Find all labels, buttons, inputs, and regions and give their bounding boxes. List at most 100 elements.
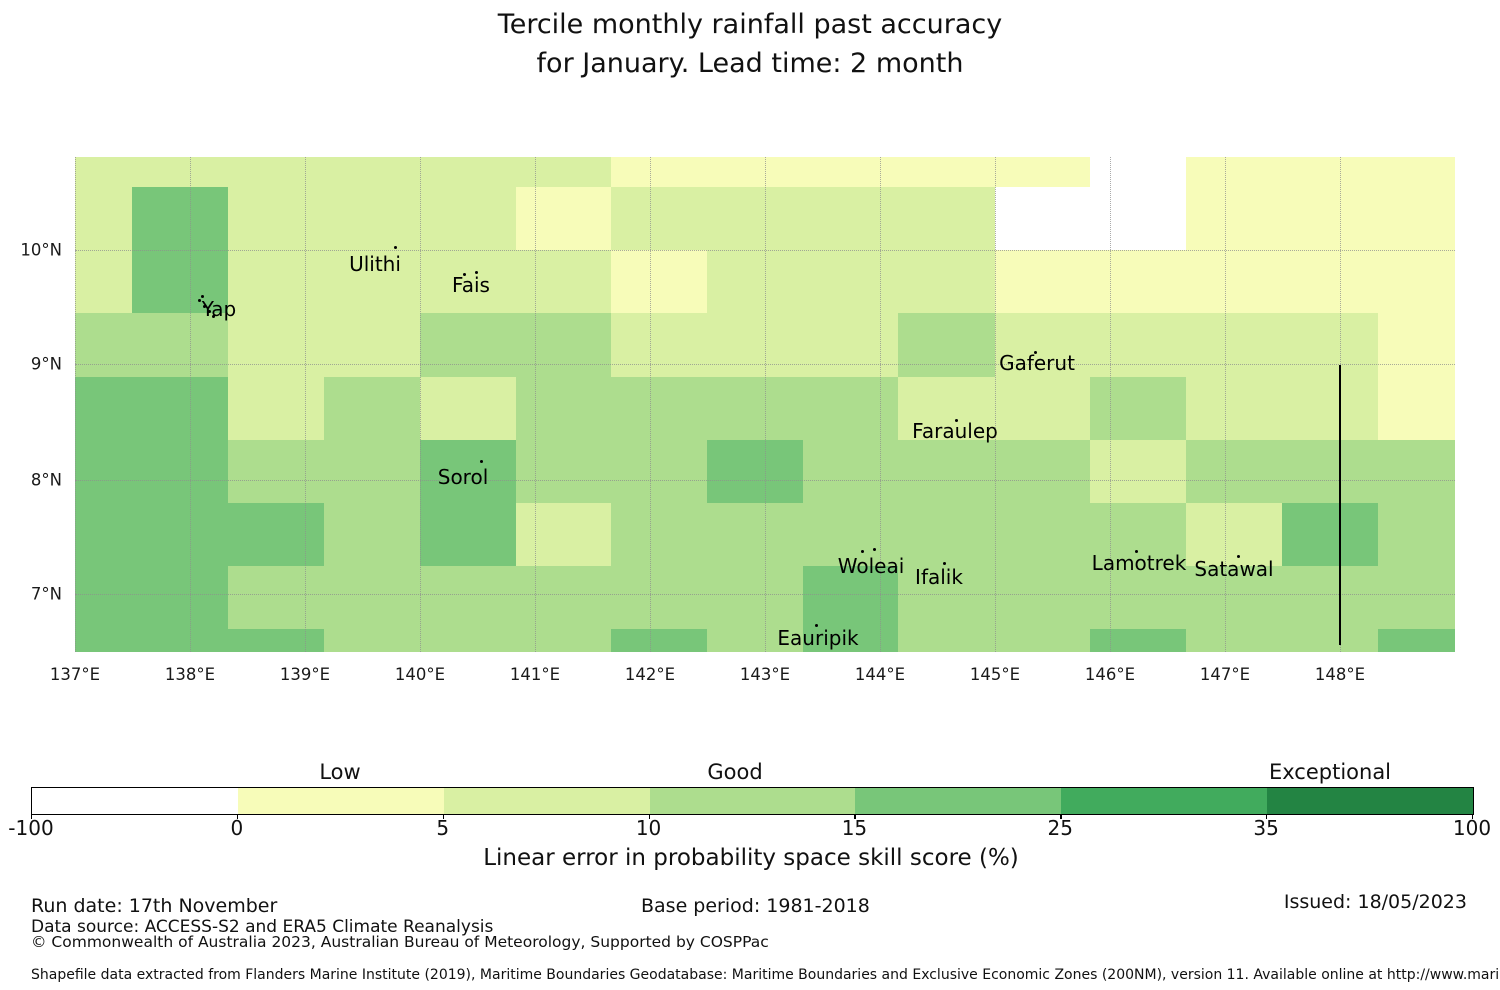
grid-cell	[324, 250, 420, 313]
grid-cell	[228, 440, 324, 503]
colorbar-tick-mark	[442, 814, 444, 819]
lon-gridline	[995, 157, 996, 652]
grid-cell	[707, 313, 803, 377]
island-label: Lamotrek	[1091, 551, 1187, 575]
grid-cell	[611, 503, 707, 566]
island-label: Ifalik	[915, 565, 963, 589]
x-axis-tick-label: 145°E	[969, 665, 1021, 684]
grid-cell	[611, 566, 707, 629]
colorbar-tick-label: 0	[230, 816, 244, 840]
x-axis-tick-label: 147°E	[1199, 665, 1251, 684]
island-label: Faraulep	[912, 419, 998, 443]
shapefile-credit-text: Shapefile data extracted from Flanders M…	[31, 967, 1500, 983]
grid-cell	[803, 157, 898, 187]
colorbar-segment	[443, 788, 650, 814]
grid-cell	[898, 313, 995, 377]
grid-cell	[611, 313, 707, 377]
grid-cell	[1186, 629, 1282, 652]
colorbar-tick-mark	[1060, 814, 1062, 819]
grid-cell	[611, 629, 707, 652]
island-dot-icon	[463, 273, 466, 276]
island-dot-icon	[394, 246, 397, 249]
grid-cell	[707, 440, 803, 503]
lon-gridline	[880, 157, 881, 652]
grid-cell	[1186, 566, 1282, 629]
colorbar-tick-mark	[31, 814, 33, 819]
island-label: Sorol	[437, 465, 489, 489]
grid-cell	[228, 250, 324, 313]
island-dot-icon	[861, 550, 864, 553]
grid-cell	[707, 377, 803, 440]
x-axis-tick-label: 142°E	[624, 665, 676, 684]
colorbar-segment	[1267, 788, 1473, 814]
grid-cell	[707, 157, 803, 187]
grid-cell	[228, 187, 324, 250]
issued-text: Issued: 18/05/2023	[1283, 891, 1467, 913]
lon-gridline	[1110, 157, 1111, 652]
grid-cell	[803, 503, 898, 566]
grid-cell	[1378, 313, 1455, 377]
grid-cell	[1090, 503, 1186, 566]
grid-cell	[707, 629, 803, 652]
grid-cell	[803, 187, 898, 250]
x-axis-tick-label: 138°E	[164, 665, 216, 684]
grid-cell	[516, 566, 611, 629]
grid-cell	[516, 157, 611, 187]
grid-cell	[1378, 377, 1455, 440]
grid-cell	[324, 313, 420, 377]
colorbar-tick-label: 25	[1047, 816, 1074, 840]
grid-cell	[1282, 440, 1378, 503]
colorbar-tick-mark	[236, 814, 239, 819]
grid-cell	[898, 440, 995, 503]
grid-cell	[1282, 250, 1378, 313]
island-dot-icon	[943, 562, 946, 565]
colorbar-segment	[1061, 788, 1268, 814]
island-dot-icon	[1135, 550, 1138, 553]
eez-boundary-line	[1339, 365, 1341, 645]
colorbar-tick-label: -100	[8, 816, 54, 840]
x-axis-tick-label: 137°E	[49, 665, 101, 684]
grid-cell	[1378, 566, 1455, 629]
grid-cell	[75, 187, 132, 250]
grid-cell	[898, 187, 995, 250]
grid-cell	[1378, 157, 1455, 187]
island-label: Eauripik	[777, 626, 859, 650]
grid-cell	[420, 629, 516, 652]
title-line-1: Tercile monthly rainfall past accuracy	[497, 9, 1003, 40]
grid-cell	[898, 503, 995, 566]
grid-cell	[1090, 440, 1186, 503]
x-axis-tick-label: 139°E	[279, 665, 331, 684]
grid-cell	[75, 503, 132, 566]
colorbar-tick-label: 35	[1253, 816, 1279, 840]
island-label: Ulithi	[349, 252, 401, 276]
grid-cell	[324, 157, 420, 187]
grid-cell	[516, 250, 611, 313]
grid-cell	[898, 629, 995, 652]
grid-cell	[132, 157, 228, 187]
grid-cell	[1090, 377, 1186, 440]
x-axis-tick-label: 146°E	[1084, 665, 1136, 684]
grid-cell	[898, 566, 995, 629]
grid-cell	[1282, 187, 1378, 250]
lon-gridline	[190, 157, 191, 652]
grid-cell	[75, 566, 132, 629]
y-axis-tick-label: 10°N	[20, 240, 62, 260]
island-dot-icon	[873, 548, 876, 551]
grid-cell	[75, 313, 132, 377]
page-title: Tercile monthly rainfall past accuracy f…	[0, 5, 1500, 83]
colorbar-tick-label: 15	[841, 816, 868, 840]
grid-cell	[803, 629, 898, 652]
grid-cell	[1186, 377, 1282, 440]
y-axis-tick-label: 7°N	[30, 584, 62, 604]
grid-cell	[1186, 440, 1282, 503]
x-axis-tick-label: 144°E	[854, 665, 906, 684]
colorbar	[31, 787, 1474, 815]
grid-cell	[1186, 157, 1282, 187]
lat-gridline	[75, 364, 1455, 365]
grid-cell	[324, 503, 420, 566]
grid-cell	[1282, 566, 1378, 629]
grid-cell	[1186, 313, 1282, 377]
x-axis-tick-label: 148°E	[1314, 665, 1366, 684]
grid-cell	[75, 157, 132, 187]
grid-cell	[420, 187, 516, 250]
